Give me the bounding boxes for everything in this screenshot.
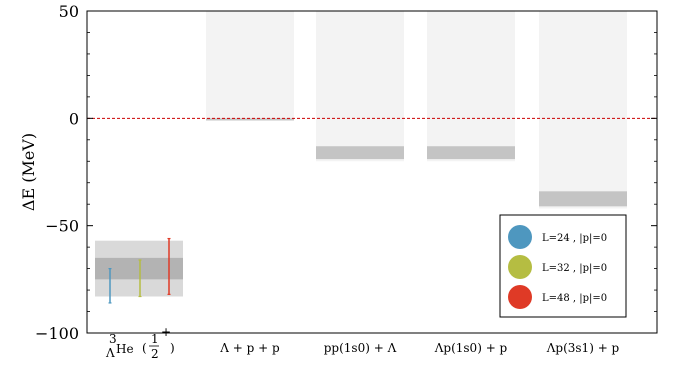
legend-item-L32: L=32 , |p|=0 [508,255,607,279]
legend-item-L24: L=24 , |p|=0 [508,225,607,249]
x-tick-label-lpp: Λ + p + p [219,341,280,355]
plot-frame [86,10,658,334]
he3-label-pre-sup: 3 [109,332,117,346]
threshold-background-lp1s0_p [427,11,515,162]
legend-item-L48-label: L=48 , |p|=0 [542,293,607,304]
threshold-band-lp3s1_p [539,191,627,207]
label-layer: 50 0 −50 −100 Λ + p + p pp(1s0) + Λ Λp(1s0) + … [35,2,620,355]
he3-label-base: He [116,342,134,356]
he3-label-frac-den: 2 [151,347,159,361]
mark-layer [87,117,657,304]
he3-inner-band [95,257,183,280]
he3-label-frac-sup: + [161,325,171,339]
legend-item-L32-marker [508,255,532,279]
legend-item-L24-marker [508,225,532,249]
legend-items: L=24 , |p|=0 L=32 , |p|=0 L=48 , |p|=0 [508,225,607,309]
legend-item-L48-marker [508,285,532,309]
x-tick-label-pp_l: pp(1s0) + Λ [324,341,397,355]
error-bar-L24 [108,268,112,304]
legend-item-L32-label: L=32 , |p|=0 [542,263,607,274]
x-tick-label-he3: 3 Λ He ( 1 2 + ) [105,325,175,361]
threshold-band-pp_l [316,146,404,160]
threshold-band-lp1s0_p [427,146,515,160]
he3-label-pre-sub: Λ [105,346,115,360]
he3-label-paren-open: ( [142,341,147,355]
y-tick-label--50: −50 [45,217,79,236]
x-tick-label-lp1s0_p: Λp(1s0) + p [434,341,508,355]
y-tick-label-50: 50 [59,2,79,21]
x-tick-label-lp3s1_p: Λp(3s1) + p [546,341,620,355]
error-bar-L48 [167,237,171,295]
legend-item-L24-label: L=24 , |p|=0 [542,233,607,244]
threshold-background-pp_l [316,11,404,162]
y-tick-label-0: 0 [69,109,79,128]
threshold-band-lpp [206,118,294,121]
threshold-background-lp3s1_p [539,11,627,209]
legend-item-L48: L=48 , |p|=0 [508,285,607,309]
tick-layer [87,10,657,334]
he3-label-paren-close: ) [170,341,175,355]
y-tick-label--100: −100 [35,324,79,343]
error-bar-L32 [138,259,142,298]
he3-label-frac-num: 1 [151,332,159,346]
threshold-background-lpp [206,11,294,119]
y-axis-label: ΔE (MeV) [19,133,38,211]
legend: L=24 , |p|=0 L=32 , |p|=0 L=48 , |p|=0 [499,214,627,318]
